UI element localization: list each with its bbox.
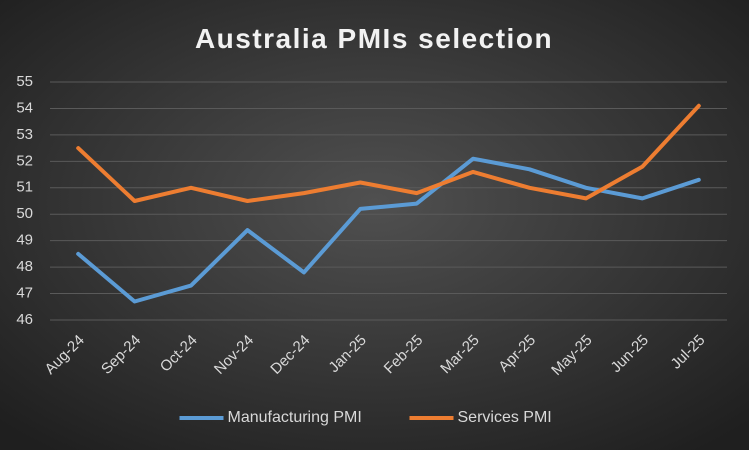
series-line xyxy=(76,103,701,203)
chart-title: Australia PMIs selection xyxy=(195,23,553,54)
y-tick-label: 46 xyxy=(16,311,33,328)
y-tick-label: 55 xyxy=(16,73,33,90)
y-tick-label: 48 xyxy=(16,258,33,275)
y-tick-label: 51 xyxy=(16,179,33,196)
y-tick-label: 47 xyxy=(16,285,33,302)
legend-label: Services PMI xyxy=(458,409,552,426)
y-tick-label: 50 xyxy=(16,205,33,222)
legend-label: Manufacturing PMI xyxy=(228,409,362,426)
series-line xyxy=(76,156,701,304)
y-tick-label: 53 xyxy=(16,126,33,143)
y-tick-label: 54 xyxy=(16,99,33,116)
y-tick-label: 49 xyxy=(16,232,33,249)
y-tick-label: 52 xyxy=(16,152,33,169)
